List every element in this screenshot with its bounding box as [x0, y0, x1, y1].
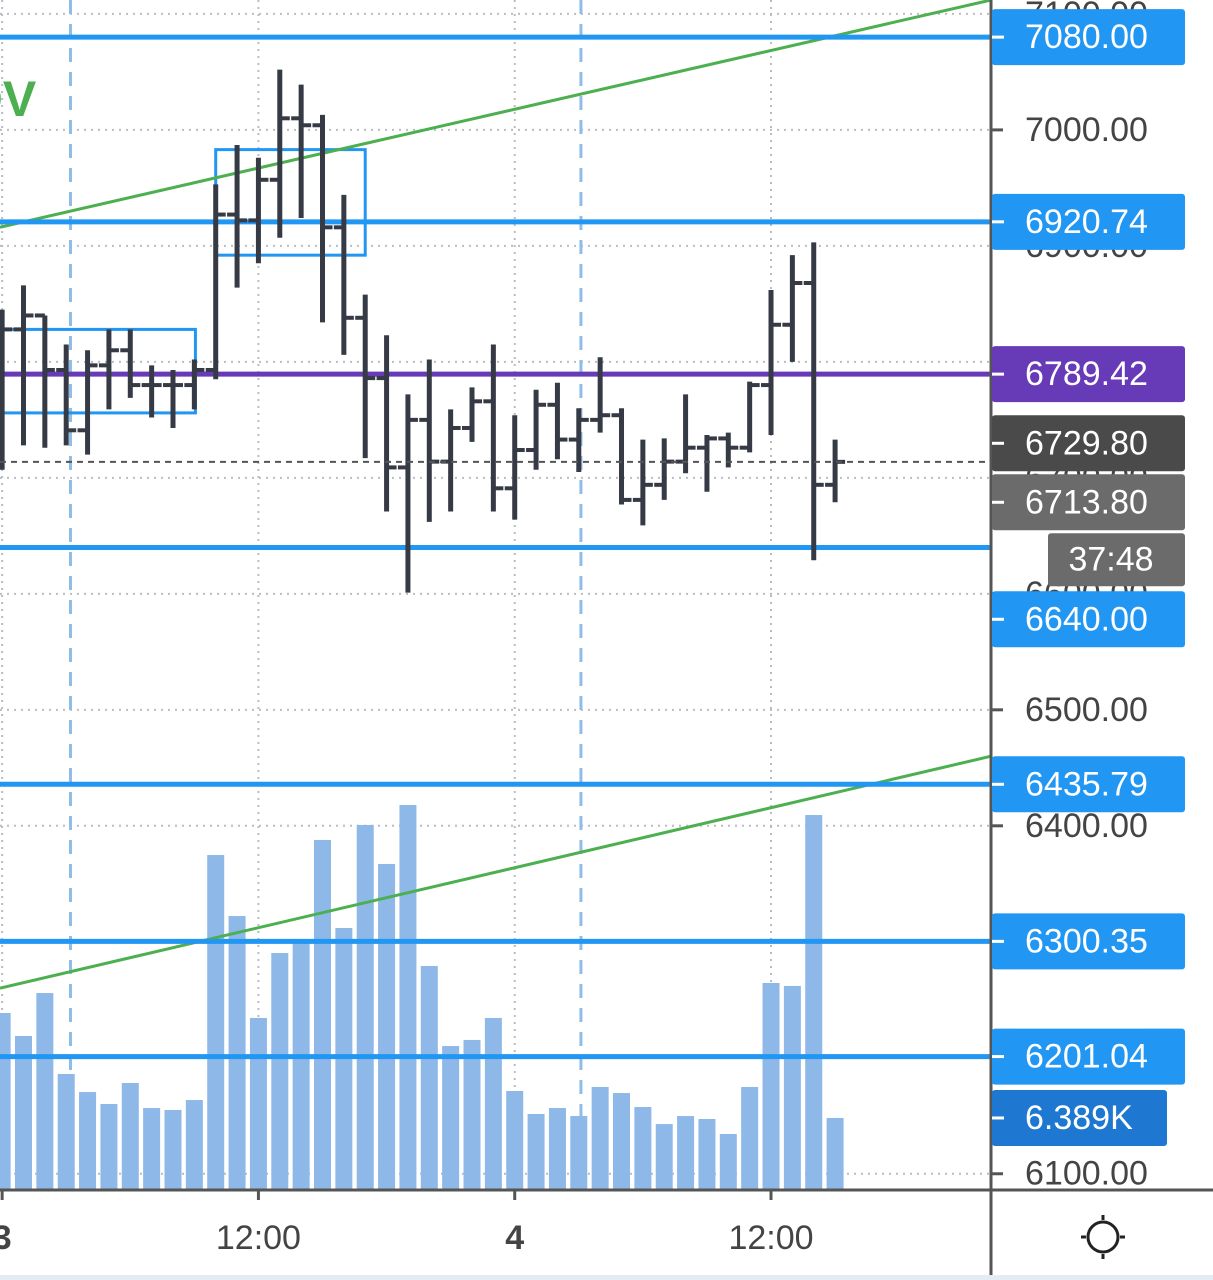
volume-bar — [249, 1017, 267, 1190]
volume-bar — [570, 1116, 588, 1190]
volume-label: 6.389K — [1025, 1099, 1133, 1137]
level-label: 7080.00 — [1025, 18, 1148, 56]
x-tick-label: 12:00 — [728, 1219, 813, 1257]
trend-line — [0, 754, 992, 990]
level-label-bg — [992, 1028, 1185, 1085]
level-label: 6789.42 — [1025, 355, 1148, 393]
range-box — [0, 327, 197, 415]
volume-bar — [57, 1073, 75, 1190]
volume-bar — [143, 1108, 161, 1190]
volume-bar — [121, 1083, 139, 1190]
level-label: 6435.79 — [1025, 765, 1148, 803]
trend-line — [0, 0, 992, 229]
volume-bar — [591, 1086, 609, 1190]
volume-bar — [527, 1114, 545, 1190]
volume-bar — [719, 1133, 737, 1190]
price-label-bg — [992, 474, 1185, 531]
volume-bar — [14, 1036, 32, 1190]
volume-bar — [314, 839, 332, 1190]
volume-bar — [36, 993, 54, 1190]
volume-label-bg — [992, 1089, 1167, 1146]
volume-bar — [548, 1108, 566, 1190]
level-label: 6300.35 — [1025, 922, 1148, 960]
x-tick-label: 3 — [0, 1219, 12, 1257]
y-tick-label: 6400.00 — [1025, 807, 1148, 845]
volume-bar — [378, 863, 396, 1190]
volume-bar — [826, 1117, 844, 1190]
price-label: 6713.80 — [1025, 483, 1148, 521]
bottom-strip — [0, 1275, 1213, 1280]
settings-icon[interactable] — [1081, 1215, 1125, 1259]
volume-bar — [420, 965, 438, 1190]
volume-bar — [741, 1086, 759, 1190]
y-tick-label: 6100.00 — [1025, 1155, 1148, 1193]
x-tick-label: 4 — [505, 1219, 524, 1257]
price-label: 6729.80 — [1025, 424, 1148, 462]
annotation: OV — [0, 71, 37, 127]
volume-bar — [356, 824, 374, 1190]
level-label: 6920.74 — [1025, 203, 1148, 241]
volume-bar — [164, 1109, 182, 1190]
x-tick-label: 12:00 — [216, 1219, 301, 1257]
volume-bar — [207, 855, 225, 1190]
settings-icon-ring — [1086, 1220, 1120, 1254]
volume-bar — [484, 1017, 502, 1190]
volume-bar — [185, 1100, 203, 1190]
y-tick-label: 7000.00 — [1025, 111, 1148, 149]
volume-bar — [292, 939, 310, 1190]
volume-bar — [79, 1092, 97, 1190]
volume-bar — [463, 1039, 481, 1190]
volume-bar — [100, 1103, 118, 1190]
y-tick-label: 6500.00 — [1025, 691, 1148, 729]
volume-bar — [442, 1046, 460, 1190]
level-label: 6640.00 — [1025, 600, 1148, 638]
volume-bar — [271, 953, 289, 1190]
volume-bar — [655, 1124, 673, 1190]
level-label-bg — [992, 913, 1185, 970]
level-label-bg — [992, 346, 1185, 403]
volume-bar — [399, 805, 417, 1190]
volume-bar — [783, 985, 801, 1190]
countdown: 37:48 — [1068, 540, 1153, 578]
level-label-bg — [992, 9, 1185, 66]
level-label-bg — [992, 193, 1185, 250]
level-label-bg — [992, 756, 1185, 813]
volume-bar — [634, 1107, 652, 1190]
volume-bar — [613, 1093, 631, 1190]
level-label-bg — [992, 591, 1185, 648]
volume-bar — [0, 1013, 11, 1190]
volume-bar — [762, 983, 780, 1190]
volume-bar — [805, 815, 823, 1190]
volume-bar — [677, 1116, 695, 1190]
level-label: 6201.04 — [1025, 1038, 1148, 1076]
volume-bar — [506, 1091, 524, 1190]
volume-bar — [698, 1118, 716, 1190]
countdown-bg — [1048, 533, 1185, 587]
volume-bar — [228, 916, 246, 1190]
price-label-bg — [992, 415, 1185, 472]
